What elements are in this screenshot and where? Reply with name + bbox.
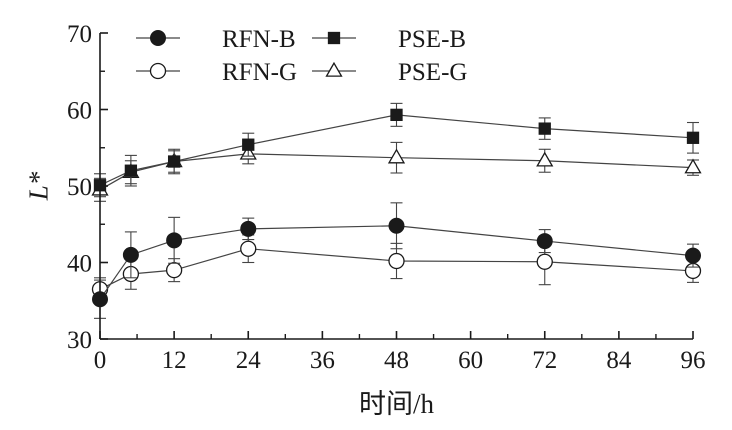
legend-label-rfn-g: RFN-G xyxy=(222,59,297,86)
legend-marker-rfn-g xyxy=(149,62,167,80)
data-point-rfn-g-12 xyxy=(165,261,183,279)
data-point-rfn-g-48 xyxy=(388,252,405,270)
x-tick-label-0: 0 xyxy=(94,347,107,374)
x-tick-label-72: 72 xyxy=(532,347,557,374)
legend-label-rfn-b: RFN-B xyxy=(222,26,296,53)
data-point-rfn-b-5 xyxy=(122,246,139,263)
x-tick-label-12: 12 xyxy=(162,347,187,374)
x-tick-label-48: 48 xyxy=(384,347,409,374)
legend-item-pse-b: PSE-B xyxy=(312,26,466,53)
data-point-pse-g-48 xyxy=(387,148,406,164)
data-point-rfn-b-12 xyxy=(166,232,183,249)
legend-label-pse-b: PSE-B xyxy=(398,26,466,53)
y-tick-label-40: 40 xyxy=(67,251,92,278)
x-tick-label-96: 96 xyxy=(681,347,706,374)
series-pse-g xyxy=(91,141,702,202)
data-point-pse-b-72 xyxy=(538,122,551,135)
legend: RFN-B PSE-B RFN-G PSE-G xyxy=(136,26,467,86)
data-point-pse-b-24 xyxy=(242,138,255,151)
y-tick-label-60: 60 xyxy=(67,98,92,125)
legend-marker-pse-g xyxy=(325,61,343,77)
data-point-pse-b-96 xyxy=(686,131,700,144)
y-ticks: 30 40 50 60 70 xyxy=(67,21,108,354)
legend-item-rfn-b: RFN-B xyxy=(136,26,296,53)
x-tick-label-60: 60 xyxy=(458,347,483,374)
series-rfn-b xyxy=(92,202,701,319)
data-point-rfn-b-24 xyxy=(240,220,257,237)
legend-item-pse-g: PSE-G xyxy=(312,59,467,86)
legend-marker-rfn-b xyxy=(150,30,166,46)
x-tick-label-24: 24 xyxy=(236,347,262,374)
y-axis-label: L* xyxy=(23,171,53,201)
data-point-pse-g-72 xyxy=(536,151,554,167)
data-point-rfn-b-96 xyxy=(685,247,701,264)
data-point-rfn-g-72 xyxy=(536,253,553,270)
y-tick-label-30: 30 xyxy=(67,327,92,354)
legend-item-rfn-g: RFN-G xyxy=(136,59,297,86)
y-tick-label-50: 50 xyxy=(67,174,92,201)
data-point-rfn-g-24 xyxy=(240,240,257,257)
x-tick-label-84: 84 xyxy=(606,347,632,374)
x-ticks: 0 12 24 36 48 60 72 84 96 xyxy=(94,331,706,374)
axes: 30 40 50 60 70 0 12 24 36 48 60 72 84 96 xyxy=(67,21,706,374)
data-point-pse-g-96 xyxy=(684,158,702,174)
data-point-pse-b-12 xyxy=(167,155,181,168)
plot-area xyxy=(91,102,702,319)
x-tick-label-36: 36 xyxy=(310,347,335,374)
data-point-pse-b-5 xyxy=(124,164,138,177)
legend-marker-pse-b xyxy=(327,31,341,45)
y-tick-label-70: 70 xyxy=(67,21,92,48)
legend-label-pse-g: PSE-G xyxy=(398,59,467,86)
data-point-rfn-b-72 xyxy=(536,233,553,250)
data-point-rfn-b-48 xyxy=(388,217,405,234)
data-point-pse-b-48 xyxy=(390,108,403,122)
x-axis-label: 时间/h xyxy=(359,389,435,419)
series-layer xyxy=(91,102,702,319)
